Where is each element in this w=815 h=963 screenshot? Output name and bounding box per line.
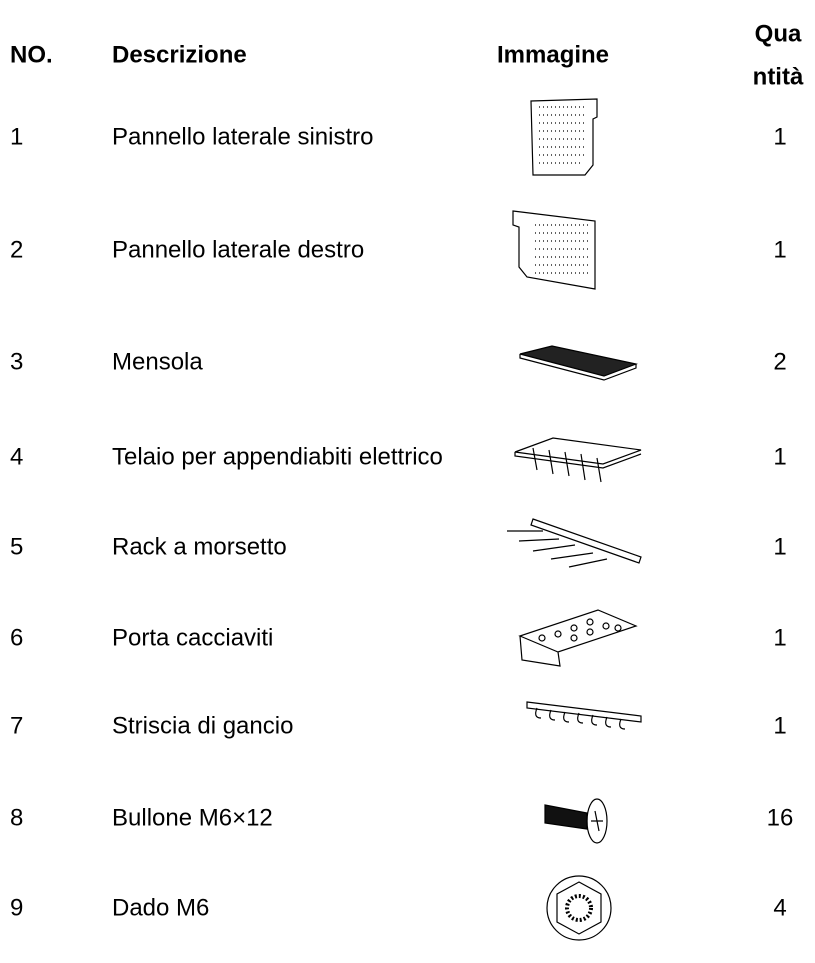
- row-description: Bullone M6×12: [112, 804, 273, 832]
- header-number: NO.: [10, 41, 53, 69]
- row-number: 2: [10, 236, 24, 264]
- icon-bolt: [544, 798, 608, 844]
- row-description: Telaio per appendiabiti elettrico: [112, 443, 443, 471]
- row-number: 5: [10, 533, 24, 561]
- header-description: Descrizione: [112, 41, 247, 69]
- row-description: Striscia di gancio: [112, 712, 294, 740]
- header-quantity: Qua: [754, 20, 802, 48]
- row-quantity: 1: [773, 123, 787, 151]
- row-quantity: 4: [773, 894, 787, 922]
- row-description: Dado M6: [112, 894, 210, 922]
- row-description: Mensola: [112, 348, 203, 376]
- row-description: Porta cacciaviti: [112, 624, 274, 652]
- row-quantity: 16: [766, 804, 794, 832]
- row-quantity: 1: [773, 712, 787, 740]
- row-number: 6: [10, 624, 24, 652]
- row-quantity: 1: [773, 624, 787, 652]
- icon-side-panel-right: [512, 210, 596, 290]
- row-quantity: 1: [773, 236, 787, 264]
- icon-side-panel-left: [530, 98, 598, 176]
- row-quantity: 2: [773, 348, 787, 376]
- row-number: 3: [10, 348, 24, 376]
- row-quantity: 1: [773, 443, 787, 471]
- icon-shelf: [519, 345, 638, 381]
- row-number: 9: [10, 894, 24, 922]
- icon-clamp-rack: [507, 518, 642, 568]
- row-number: 8: [10, 804, 24, 832]
- row-description: Pannello laterale sinistro: [112, 123, 374, 151]
- icon-hook-strip: [526, 701, 642, 730]
- icon-hanger-frame: [514, 437, 642, 483]
- header-image: Immagine: [497, 41, 610, 69]
- row-number: 1: [10, 123, 24, 151]
- row-description: Pannello laterale destro: [112, 236, 365, 264]
- row-description: Rack a morsetto: [112, 533, 287, 561]
- icon-nut: [546, 875, 612, 941]
- row-quantity: 1: [773, 533, 787, 561]
- icon-screwdriver-holder: [518, 609, 638, 667]
- header-quantity: ntità: [752, 63, 804, 91]
- row-number: 4: [10, 443, 24, 471]
- row-number: 7: [10, 712, 24, 740]
